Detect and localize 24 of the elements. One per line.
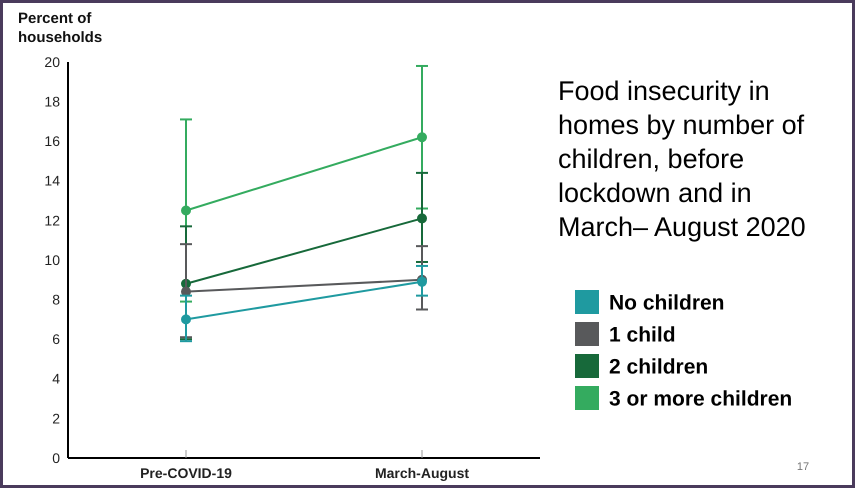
y-tick-label: 16 (44, 133, 60, 150)
y-tick-label: 18 (44, 94, 60, 110)
y-axis-title: Percent of households (18, 10, 102, 46)
y-tick-label: 8 (52, 292, 60, 308)
text: 17 (796, 461, 810, 473)
legend-label: No children (609, 291, 725, 314)
y-tick-label: 20 (44, 54, 60, 70)
text: Food insecurity in homes by number of children, before lockdown and in March– August 2020 (558, 76, 806, 242)
y-tick-label: 12 (44, 212, 60, 228)
point (181, 314, 191, 324)
y-tick-label: 14 (44, 172, 60, 189)
y-tick-label: 4 (52, 370, 60, 387)
point (417, 132, 427, 142)
legend-label: 1 child (609, 323, 676, 346)
y-tick-label: 0 (52, 450, 60, 466)
y-tick-label: 6 (52, 331, 60, 348)
point (417, 213, 427, 224)
y-tick-label: 2 (52, 410, 60, 426)
point (181, 206, 191, 216)
y-tick-label: 10 (44, 252, 60, 268)
x-tick-label: Pre-COVID-19 (140, 465, 232, 481)
x-tick-label: March-August (374, 465, 470, 481)
legend-label: 2 children (609, 355, 708, 378)
legend-label: 3 or more children (609, 387, 792, 410)
